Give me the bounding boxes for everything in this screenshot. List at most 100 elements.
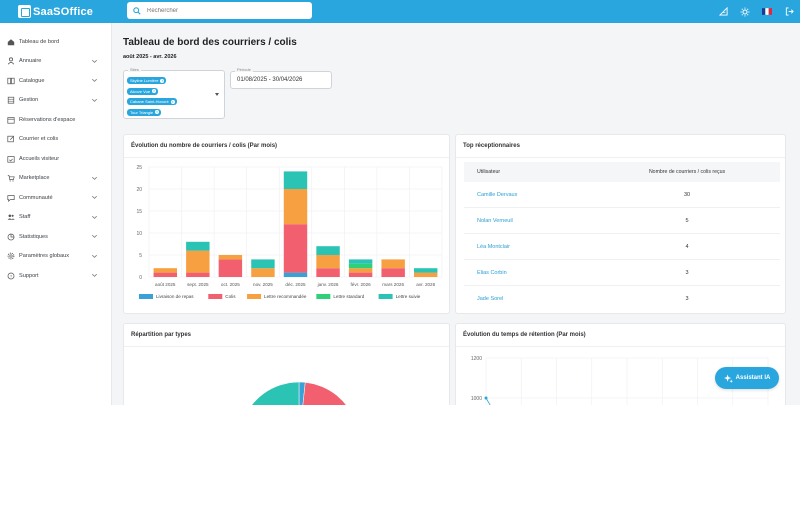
- site-chip[interactable]: Alcove Vue ×: [127, 87, 159, 95]
- sidebar-item-staff[interactable]: Staff: [0, 208, 111, 228]
- team-icon: [6, 213, 15, 222]
- app-logo[interactable]: SaaSOffice: [18, 5, 118, 18]
- table-row: Elias Corbin 3: [464, 260, 780, 286]
- card-divider: [456, 346, 785, 347]
- sidebar-item-parametres[interactable]: Paramètres globaux: [0, 247, 111, 267]
- remove-chip-icon[interactable]: ×: [155, 110, 160, 114]
- logo-icon: [18, 5, 31, 18]
- logout-icon[interactable]: [778, 0, 800, 23]
- user-link[interactable]: Léa Montclair: [477, 243, 511, 250]
- evolution-card: Évolution du nombre de courriers / colis…: [123, 134, 450, 314]
- x-tick-label: mars 2026: [382, 282, 404, 287]
- site-chip[interactable]: Tour Triangle ×: [127, 108, 162, 116]
- column-header-count[interactable]: Nombre de courriers / colis reçus: [648, 169, 726, 175]
- bar-segment: [381, 259, 405, 269]
- sidebar-item-catalogue[interactable]: Catalogue: [0, 71, 111, 91]
- theme-toggle-icon[interactable]: [734, 0, 756, 23]
- bar-segment: [348, 272, 373, 277]
- legend-label: Colis: [225, 294, 236, 299]
- card-divider: [124, 157, 449, 158]
- chevron-down-icon: [92, 195, 97, 199]
- period-input[interactable]: Période 01/08/2025 - 30/04/2026: [230, 67, 332, 89]
- sidebar-item-accueils[interactable]: Accueils visiteur: [0, 149, 111, 169]
- sidebar-item-label: Courrier et colis: [19, 136, 59, 143]
- settings-icon: [6, 252, 15, 261]
- sidebar-item-label: Paramètres globaux: [19, 253, 70, 260]
- evolution-card-title: Évolution du nombre de courriers / colis…: [131, 143, 278, 149]
- bar-segment: [186, 241, 210, 251]
- sidebar-item-label: Tableau de bord: [19, 38, 60, 45]
- x-tick-label: févr. 2026: [351, 282, 372, 287]
- bar-segment: [218, 255, 243, 260]
- chevron-down-icon: [92, 254, 97, 258]
- sidebar-item-tableau-de-bord[interactable]: Tableau de bord: [0, 32, 111, 52]
- chevron-down-icon: [92, 273, 97, 277]
- sidebar-item-annuaire[interactable]: Annuaire: [0, 52, 111, 72]
- install-icon[interactable]: [712, 0, 734, 23]
- sidebar-item-support[interactable]: ? Support: [0, 266, 111, 286]
- bar-segment: [283, 224, 308, 273]
- sidebar-item-marketplace[interactable]: Marketplace: [0, 169, 111, 189]
- table-row: Jade Sorel 3: [464, 286, 780, 312]
- sidebar-item-courrier[interactable]: Courrier et colis: [0, 130, 111, 150]
- dropdown-caret-icon[interactable]: [215, 93, 219, 96]
- top-bar: SaaSOffice: [0, 0, 800, 23]
- assistant-ia-button[interactable]: Assistant IA: [715, 367, 779, 389]
- legend-label: Lettre standard: [333, 294, 364, 299]
- sidebar-item-gestion[interactable]: Gestion: [0, 91, 111, 111]
- sparkle-icon: [723, 373, 733, 383]
- chevron-down-icon: [92, 98, 97, 102]
- chevron-down-icon: [92, 215, 97, 219]
- app-name: SaaSOffice: [33, 5, 94, 18]
- site-chip[interactable]: Skyline Lumière ×: [127, 77, 167, 84]
- bar-segment: [348, 259, 373, 264]
- language-flag-icon[interactable]: [756, 0, 778, 23]
- chat-icon: [6, 193, 15, 202]
- retention-card: Évolution du temps de rétention (Par moi…: [455, 323, 786, 405]
- bar-segment: [153, 272, 177, 277]
- sidebar-item-label: Réservations d'espace: [19, 116, 76, 123]
- sidebar-item-label: Staff: [19, 214, 31, 221]
- user-link[interactable]: Elias Corbin: [477, 269, 507, 276]
- search-input[interactable]: [147, 7, 307, 14]
- bar-segment: [316, 246, 340, 255]
- calendar-check-icon: [6, 154, 15, 163]
- sidebar-item-statistiques[interactable]: Statistiques: [0, 227, 111, 247]
- user-link[interactable]: Nolan Verneuil: [477, 217, 513, 224]
- sidebar-nav: Tableau de bord Annuaire Catalogue Gesti…: [0, 23, 111, 286]
- svg-text:?: ?: [9, 273, 12, 278]
- sidebar-item-reservations[interactable]: Réservations d'espace: [0, 110, 111, 130]
- count-cell: 30: [683, 191, 691, 198]
- x-tick-label: janv. 2026: [317, 282, 339, 287]
- sidebar-item-label: Statistiques: [19, 233, 48, 240]
- legend-swatch: [208, 294, 223, 299]
- chevron-down-icon: [92, 59, 97, 63]
- table-row: Nolan Verneuil 5: [464, 208, 780, 234]
- y-tick-label: 20: [136, 187, 142, 193]
- column-header-user[interactable]: Utilisateur: [477, 169, 501, 175]
- types-pie-chart: [251, 381, 347, 405]
- sites-select[interactable]: Sites Skyline Lumière × Alcove Vue × Caban…: [123, 67, 225, 119]
- remove-chip-icon[interactable]: ×: [160, 78, 165, 83]
- sidebar-item-communaute[interactable]: Communauté: [0, 188, 111, 208]
- page-title: Tableau de bord des courriers / colis: [123, 37, 297, 48]
- evolution-bar-chart: 0 5 10 15 20 25 août 2025 sept. 2025 oct. 2025 no…: [136, 165, 443, 299]
- count-cell: 3: [685, 296, 689, 302]
- top-receivers-card: Top réceptionnaires Utilisateur Nombre d…: [455, 134, 786, 314]
- user-link[interactable]: Camille Dervaux: [477, 191, 518, 198]
- legend-swatch: [247, 294, 262, 299]
- chevron-down-icon: [92, 78, 97, 82]
- top-actions: [712, 0, 800, 23]
- user-link[interactable]: Jade Sorel: [477, 296, 504, 302]
- retention-card-title: Évolution du temps de rétention (Par moi…: [463, 332, 586, 338]
- remove-chip-icon[interactable]: ×: [170, 99, 175, 104]
- x-tick-label: déc. 2025: [285, 282, 306, 287]
- search-bar[interactable]: [127, 2, 312, 19]
- legend-label: Lettre suivie: [396, 294, 421, 299]
- bar-segment: [153, 268, 177, 273]
- bar-segment: [283, 189, 308, 225]
- building-icon: [6, 96, 15, 105]
- remove-chip-icon[interactable]: ×: [152, 89, 157, 93]
- sidebar-item-label: Support: [19, 272, 39, 279]
- site-chip[interactable]: Cabane Saint-Honoré ×: [127, 98, 177, 105]
